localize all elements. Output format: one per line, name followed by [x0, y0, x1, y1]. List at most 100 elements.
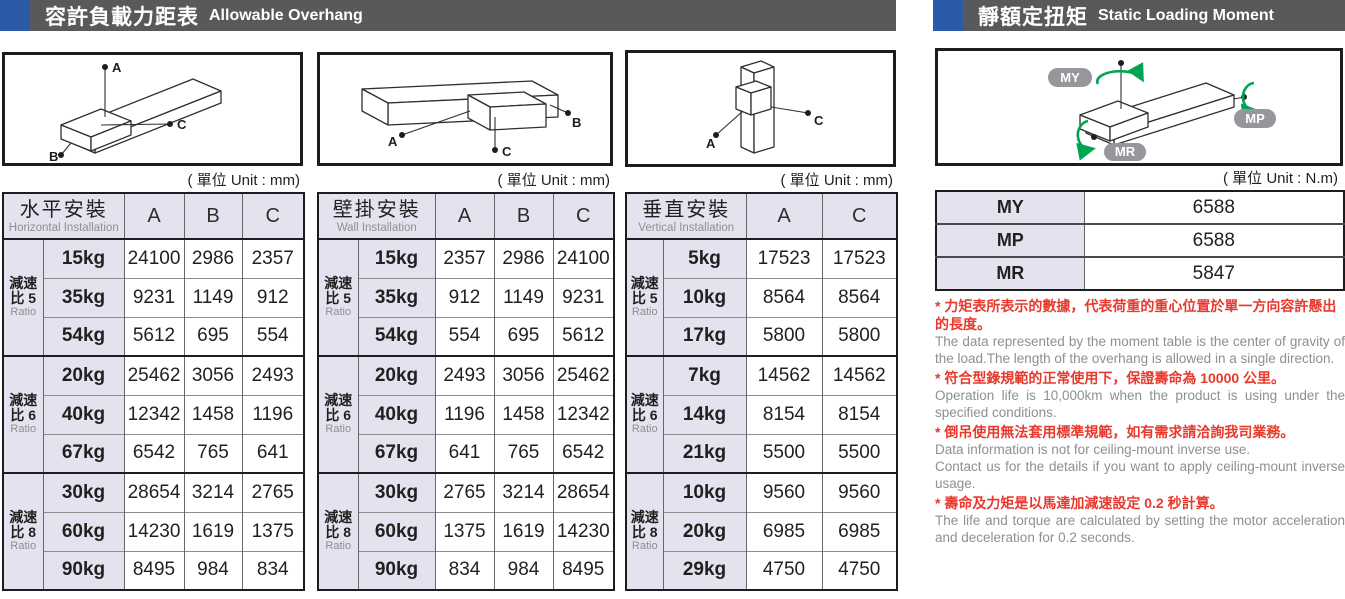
value-cell: 9231	[123, 277, 184, 317]
horizontal-installation-diagram: A C B	[2, 52, 303, 166]
value-cell: 2765	[434, 472, 494, 512]
value-cell: 1619	[493, 511, 553, 551]
my-badge-label: MY	[1060, 70, 1080, 85]
table-row: 20kg 6985 6985	[626, 511, 897, 551]
load-cell: 90kg	[42, 550, 124, 590]
load-cell: 30kg	[357, 472, 435, 512]
load-cell: 40kg	[357, 394, 435, 434]
value-cell: 9560	[745, 472, 822, 512]
table-row: 67kg 6542 765 641	[3, 433, 304, 473]
value-cell: 834	[434, 550, 494, 590]
column-header: A	[434, 193, 494, 240]
column-header: A	[745, 193, 822, 240]
load-cell: 20kg	[662, 511, 746, 551]
footnote-zh: * 倒吊使用無法套用標準規範，如有需求請洽詢我司業務。	[935, 424, 1295, 440]
moment-title-en: Static Loading Moment	[1098, 6, 1274, 24]
ratio-label-en: Ratio	[10, 423, 37, 435]
value-cell: 9560	[821, 472, 897, 512]
column-header: C	[552, 193, 614, 240]
header-accent-square	[933, 0, 963, 31]
installation-name-cell: 壁掛安裝 Wall Installation	[318, 193, 435, 240]
table-row: 減速比 8 Ratio 30kg 2765 3214 28654	[318, 472, 614, 590]
table-row: 60kg 1375 1619 14230	[318, 511, 614, 551]
value-cell: 12342	[123, 394, 184, 434]
ratio-label-zh: 比 8	[631, 524, 658, 540]
table-row: 21kg 5500 5500	[626, 433, 897, 473]
table-row: 14kg 8154 8154	[626, 394, 897, 434]
footnote-en: The life and torque are calculated by se…	[935, 513, 1345, 545]
value-cell: 25462	[552, 355, 614, 395]
value-cell: 28654	[123, 472, 184, 512]
value-cell: 6542	[552, 433, 614, 473]
value-cell: 1458	[183, 394, 242, 434]
moment-header-bar: 靜額定扭矩 Static Loading Moment	[963, 0, 1345, 31]
load-cell: 67kg	[357, 433, 435, 473]
value-cell: 25462	[123, 355, 184, 395]
load-cell: 67kg	[42, 433, 124, 473]
table-row: 35kg 912 1149 9231	[318, 277, 614, 317]
value-cell: 28654	[552, 472, 614, 512]
ratio-label-en: Ratio	[325, 540, 352, 552]
load-cell: 20kg	[42, 355, 124, 395]
value-cell: 17523	[745, 238, 822, 278]
value-cell: 1375	[434, 511, 494, 551]
footnote-en: Data information is not for ceiling-moun…	[935, 442, 1251, 457]
wall-rail-drawing: A B C	[361, 80, 581, 159]
point-a-label: A	[112, 60, 122, 75]
unit-label-mm: ( 單位 Unit : mm)	[497, 172, 611, 189]
footnotes: * 力矩表所表示的數據，代表荷重的重心位置於單一方向容許懸出的長度。 The da…	[935, 295, 1345, 546]
horizontal-rail-drawing: A C B	[49, 60, 222, 163]
value-cell: 8495	[552, 550, 614, 590]
value-cell: 641	[434, 433, 494, 473]
ratio-cell: 減速比 5 Ratio	[3, 238, 43, 356]
ratio-cell: 減速比 6 Ratio	[318, 355, 358, 473]
table-row: 90kg 834 984 8495	[318, 550, 614, 590]
value-cell: 14562	[821, 355, 897, 395]
load-cell: 54kg	[357, 316, 435, 356]
value-cell: 1196	[241, 394, 304, 434]
load-cell: 21kg	[662, 433, 746, 473]
table-row: MY 6588	[936, 191, 1344, 224]
value-cell: 4750	[821, 550, 897, 590]
point-a-label: A	[706, 136, 716, 151]
table-row: 減速比 8 Ratio 10kg 9560 9560	[626, 472, 897, 590]
overhang-table: 垂直安裝 Vertical Installation A C 減速比 5 Ratio 5kg…	[625, 192, 898, 591]
overhang-table: 壁掛安裝 Wall Installation A B C 減速比 5 Ratio 15kg 23…	[317, 192, 615, 591]
ratio-label-zh: 比 5	[631, 290, 658, 306]
installation-name-cell: 水平安裝 Horizontal Installation	[3, 193, 124, 240]
table-row: 54kg 5612 695 554	[3, 316, 304, 356]
ratio-label-zh: 比 8	[325, 524, 352, 540]
value-cell: 14562	[745, 355, 822, 395]
moment-section-header: 靜額定扭矩 Static Loading Moment	[933, 0, 1345, 31]
table-row: 10kg 8564 8564	[626, 277, 897, 317]
point-a-label: A	[388, 134, 398, 149]
column-header: B	[183, 193, 242, 240]
load-cell: 54kg	[42, 316, 124, 356]
value-cell: 984	[493, 550, 553, 590]
value-cell: 3214	[493, 472, 553, 512]
load-cell: 10kg	[662, 277, 746, 317]
ratio-label-zh: 比 6	[631, 407, 658, 423]
value-cell: 6985	[821, 511, 897, 551]
value-cell: 2493	[241, 355, 304, 395]
moment-table: MY 6588 MP 6588 MR 5847	[935, 190, 1345, 291]
table-row: 減速比 5 Ratio 15kg 2357 2986 24100	[318, 238, 614, 356]
value-cell: 765	[183, 433, 242, 473]
load-cell: 14kg	[662, 394, 746, 434]
column-header: A	[123, 193, 184, 240]
moment-title-zh: 靜額定扭矩	[978, 5, 1088, 29]
moment-row-value: 5847	[1083, 256, 1344, 290]
table-row: 40kg 12342 1458 1196	[3, 394, 304, 434]
installation-name-en: Vertical Installation	[638, 221, 735, 234]
table-row: 17kg 5800 5800	[626, 316, 897, 356]
load-cell: 15kg	[42, 238, 124, 278]
installation-name-cell: 垂直安裝 Vertical Installation	[626, 193, 746, 240]
value-cell: 8564	[821, 277, 897, 317]
value-cell: 554	[434, 316, 494, 356]
ratio-label-zh: 減速	[630, 392, 659, 408]
table-row: 60kg 14230 1619 1375	[3, 511, 304, 551]
footnote-en: The data represented by the moment table…	[935, 334, 1345, 366]
moment-row-label: MY	[936, 191, 1085, 224]
my-badge	[1048, 68, 1092, 87]
ratio-label-en: Ratio	[325, 306, 352, 318]
